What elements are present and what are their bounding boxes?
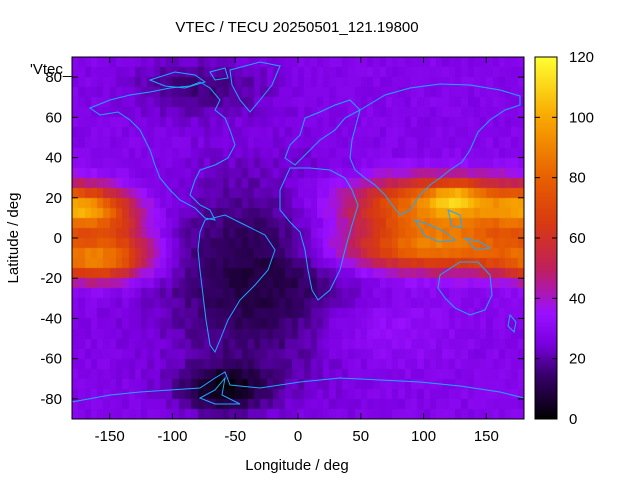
colorbar-tick-label: 40 [569, 290, 586, 307]
y-tick-label: 80 [45, 69, 62, 86]
x-tick-label: 50 [352, 428, 369, 445]
vtec-heatmap [72, 57, 524, 419]
y-tick-label: -80 [40, 391, 62, 408]
y-tick-label: -40 [40, 310, 62, 327]
coast-greenland [229, 61, 281, 113]
y-tick-label: -60 [40, 351, 62, 368]
x-axis-ticks: -150 -100 -50 0 50 100 150 [95, 57, 499, 445]
key-label: 'Vtec_ [30, 61, 72, 78]
colorbar-tick-label: 0 [569, 411, 577, 428]
colorbar-tick-label: 120 [569, 49, 594, 66]
coastlines [71, 61, 525, 405]
x-tick-label: 150 [474, 428, 499, 445]
x-tick-label: 100 [411, 428, 436, 445]
colorbar-tick-label: 20 [569, 351, 586, 368]
y-tick-label: 40 [45, 150, 62, 167]
coast-antarctic-peninsula [198, 376, 241, 405]
coast-asia [349, 83, 521, 216]
chart-title: VTEC / TECU 20250501_121.19800 [175, 19, 418, 36]
colorbar-tick-label: 80 [569, 170, 586, 187]
x-tick-label: -50 [224, 428, 246, 445]
y-tick-label: 60 [45, 109, 62, 126]
x-tick-label: -100 [157, 428, 187, 445]
colorbar: 0 20 40 60 80 100 120 [534, 49, 594, 428]
coast-se-asia [413, 209, 492, 251]
x-tick-label: -150 [95, 428, 125, 445]
coast-australia [437, 261, 493, 316]
y-tick-label: 20 [45, 190, 62, 207]
colorbar-ticks: 0 20 40 60 80 100 120 [535, 49, 594, 428]
x-axis-label: Longitude / deg [245, 457, 348, 474]
y-axis-ticks: -80 -60 -40 -20 0 20 40 60 80 [40, 69, 524, 408]
y-axis-label: Latitude / deg [5, 193, 22, 284]
y-tick-label: -20 [40, 270, 62, 287]
colorbar-tick-label: 100 [569, 109, 594, 126]
coast-south-america [197, 214, 276, 354]
coast-antarctica [71, 371, 525, 403]
coast-north-america [88, 81, 236, 221]
coast-europe-africa [279, 99, 361, 301]
colorbar-tick-label: 60 [569, 230, 586, 247]
x-tick-label: 0 [294, 428, 302, 445]
plot-area: -150 -100 -50 0 50 100 150 -80 -60 -40 -20 0 20 40 60… [30, 56, 525, 445]
y-tick-label: 0 [54, 230, 62, 247]
coast-new-zealand [507, 313, 517, 334]
coast-arctic-islands [148, 67, 229, 89]
